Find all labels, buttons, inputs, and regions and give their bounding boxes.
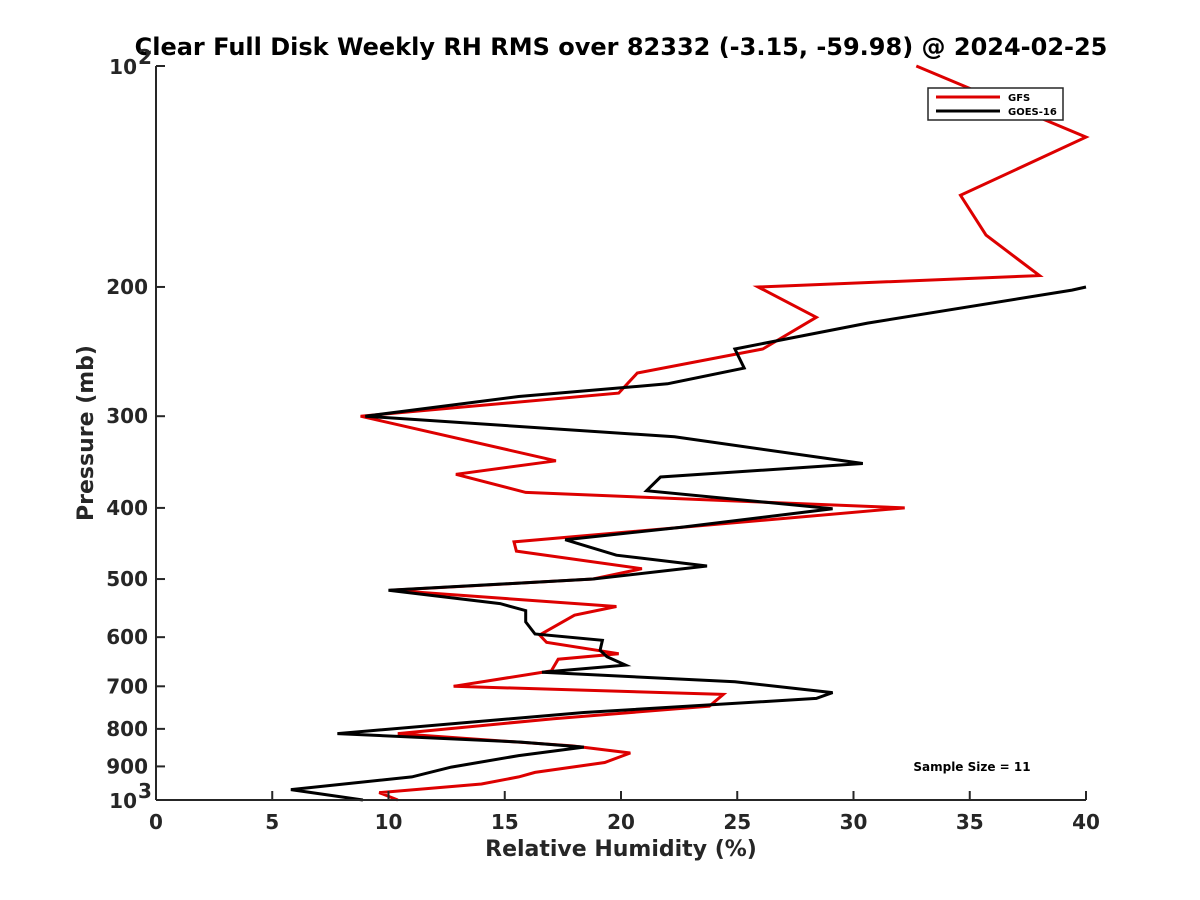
y-tick-label: 300 [106, 404, 148, 428]
legend: GFS GOES-16 [927, 87, 1064, 121]
legend-label-gfs: GFS [1008, 93, 1030, 104]
x-tick-label: 0 [149, 810, 163, 834]
legend-box [927, 87, 1064, 121]
y-tick-label: 10 [109, 789, 137, 813]
x-tick-label: 10 [375, 810, 403, 834]
x-tick-label: 35 [956, 810, 984, 834]
x-tick-label: 25 [723, 810, 751, 834]
y-tick-label: 700 [106, 674, 148, 698]
x-tick-label: 40 [1072, 810, 1100, 834]
y-tick-label: 500 [106, 567, 148, 591]
x-axis-label: Relative Humidity (%) [485, 837, 757, 862]
y-tick-label: 10 [109, 55, 137, 79]
y-tick-exponent: 2 [138, 45, 152, 69]
x-tick-label: 15 [491, 810, 519, 834]
x-tick-label: 30 [840, 810, 868, 834]
x-tick-label: 20 [607, 810, 635, 834]
series-line-gfs [360, 64, 1090, 802]
chart-title: Clear Full Disk Weekly RH RMS over 82332… [135, 33, 1108, 61]
y-axis-label: Pressure (mb) [74, 345, 99, 521]
y-tick-label: 800 [106, 717, 148, 741]
y-tick-label: 400 [106, 496, 148, 520]
y-tick-label: 200 [106, 275, 148, 299]
x-tick-label: 5 [265, 810, 279, 834]
series-line-goes-16 [290, 285, 1087, 802]
sample-size-annotation: Sample Size = 11 [913, 760, 1030, 774]
y-tick-exponent: 3 [138, 779, 152, 803]
y-tick-label: 900 [106, 754, 148, 778]
legend-label-goes-16: GOES-16 [1008, 107, 1057, 118]
y-tick-label: 600 [106, 625, 148, 649]
axes-layer [155, 65, 1087, 801]
series-layer [290, 64, 1090, 802]
